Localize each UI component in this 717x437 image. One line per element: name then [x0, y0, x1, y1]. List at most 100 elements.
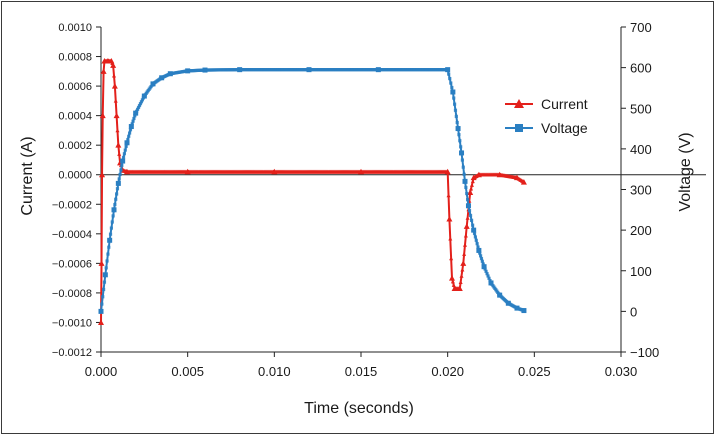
y-left-tick-label: −0.0002 [52, 199, 92, 211]
y-left-tick-label: 0.0010 [58, 22, 92, 34]
sample-marker-voltage [478, 251, 482, 255]
sample-marker-voltage [476, 245, 480, 249]
sample-marker-voltage [463, 179, 467, 183]
sample-marker-voltage [113, 202, 117, 207]
sample-marker-current [463, 242, 467, 247]
y-left-tick-label: −0.0006 [52, 258, 92, 270]
sample-marker-voltage [449, 81, 453, 85]
sample-marker-current [113, 98, 118, 103]
sample-marker-current [459, 273, 464, 278]
sample-marker-voltage [139, 100, 144, 104]
sample-marker-voltage [128, 131, 132, 135]
sample-marker-voltage [116, 181, 120, 186]
sample-marker-voltage [104, 266, 108, 270]
legend-current-label: Current [541, 96, 588, 112]
series-current [98, 57, 527, 325]
y-left-tick-label: 0.0008 [58, 52, 92, 64]
sample-marker-current [446, 193, 451, 198]
sample-marker-voltage [101, 295, 105, 299]
sample-marker-current [469, 182, 474, 187]
sample-marker-voltage [479, 256, 484, 261]
sample-marker-voltage [479, 254, 483, 258]
sample-marker-voltage [447, 72, 451, 76]
sample-marker-current [469, 186, 474, 191]
y-left-tick-label: 0.0004 [58, 111, 92, 123]
sample-marker-voltage [448, 76, 452, 81]
sample-marker-current [448, 236, 453, 241]
sample-marker-voltage [468, 213, 473, 218]
y-left-tick-label: 0.0002 [58, 140, 92, 152]
y-left-tick-label: 0.0006 [58, 81, 92, 93]
x-tick-label: 0.010 [258, 364, 291, 379]
x-tick-label: 0.030 [605, 364, 638, 379]
sample-marker-current [112, 83, 117, 88]
sample-marker-voltage [115, 187, 120, 191]
sample-marker-voltage [100, 302, 104, 306]
sample-marker-current [99, 320, 103, 325]
legend-voltage-marker [515, 124, 523, 132]
sample-marker-voltage [477, 248, 481, 253]
sample-marker-voltage [475, 242, 479, 246]
y-right-tick-label: 600 [630, 61, 652, 76]
sample-marker-voltage [119, 168, 123, 172]
sample-marker-voltage [453, 102, 457, 106]
y-right-tick-label: 200 [630, 223, 652, 238]
sample-marker-current [465, 215, 470, 220]
sample-marker-voltage [108, 232, 113, 236]
sample-marker-voltage [105, 259, 109, 263]
sample-marker-current [111, 63, 116, 68]
sample-marker-voltage [457, 133, 461, 137]
y-right-tick-label: 300 [630, 183, 652, 198]
series-voltage [98, 67, 527, 314]
x-tick-label: 0.015 [345, 364, 378, 379]
sample-marker-voltage [456, 126, 460, 131]
sample-marker-current [112, 73, 116, 78]
legend-current-marker [514, 99, 524, 108]
sample-marker-current [115, 128, 120, 133]
y-left-tick-label: −0.0008 [52, 288, 92, 300]
sample-marker-current [450, 275, 454, 280]
sample-marker-voltage [107, 245, 111, 249]
sample-marker-voltage [460, 158, 464, 162]
sample-marker-voltage [451, 90, 455, 94]
y-right-tick-label: 0 [630, 304, 637, 319]
sample-marker-voltage [102, 280, 107, 284]
sample-marker-voltage [135, 109, 139, 113]
sample-marker-current [461, 261, 466, 266]
sample-marker-voltage [484, 269, 488, 273]
sample-marker-voltage [469, 218, 474, 222]
sample-marker-voltage [111, 214, 115, 218]
sample-marker-voltage [466, 198, 470, 202]
sample-marker-voltage [131, 119, 135, 123]
sample-marker-current [101, 69, 106, 74]
sample-marker-voltage [126, 137, 130, 142]
sample-marker-voltage [136, 105, 141, 110]
sample-marker-voltage [103, 273, 107, 277]
sample-marker-voltage [450, 85, 454, 90]
sample-marker-current [463, 233, 468, 238]
sample-marker-voltage [137, 103, 142, 108]
sample-marker-voltage [140, 98, 145, 102]
sample-marker-voltage [135, 107, 140, 111]
sample-marker-current [449, 256, 454, 261]
sample-marker-voltage [446, 68, 450, 72]
sample-marker-voltage [125, 141, 129, 145]
sample-marker-voltage [138, 102, 143, 106]
sample-marker-voltage [466, 204, 471, 208]
sample-marker-voltage [455, 120, 459, 125]
sample-marker-voltage [133, 114, 137, 118]
sample-marker-voltage [458, 139, 462, 143]
sample-marker-voltage [453, 108, 458, 112]
y-left-tick-label: −0.0010 [52, 317, 92, 329]
sample-marker-voltage [109, 226, 113, 230]
sample-marker-current [100, 172, 105, 177]
sample-marker-voltage [452, 96, 456, 100]
legend-voltage-label: Voltage [541, 120, 588, 136]
sample-marker-current [457, 286, 462, 291]
sample-marker-voltage [108, 238, 112, 242]
sample-marker-voltage [134, 111, 138, 115]
sample-marker-voltage [454, 114, 458, 118]
sample-marker-voltage [467, 209, 472, 213]
